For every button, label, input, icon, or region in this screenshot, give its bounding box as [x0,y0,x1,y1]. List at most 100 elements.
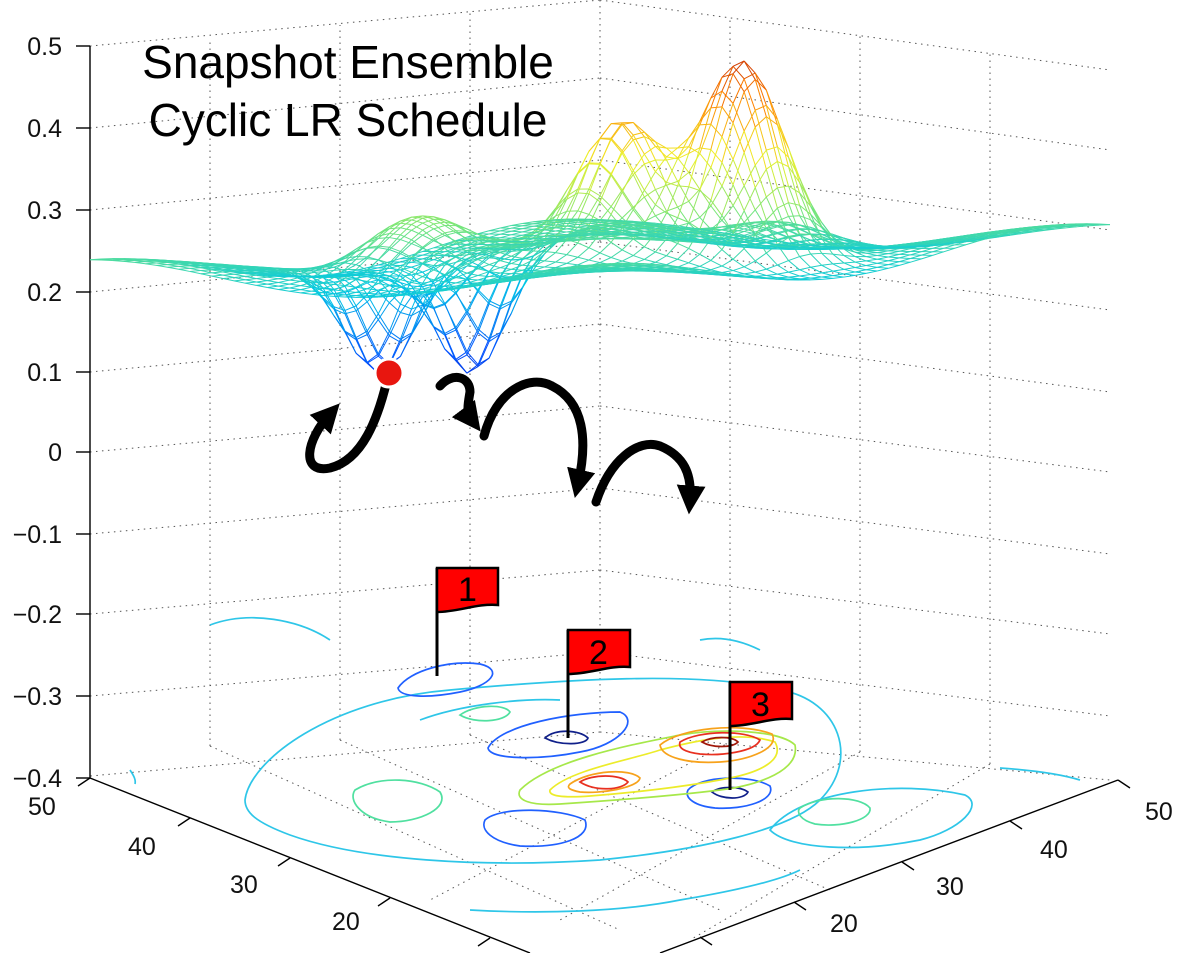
mesh-segment [588,230,601,234]
mesh-segment [1043,225,1055,229]
mesh-segment [466,278,479,281]
mesh-segment [721,205,734,221]
mesh-segment [854,251,867,254]
axes [89,46,1119,953]
mesh-segment [721,270,734,273]
mesh-segment [788,269,800,273]
mesh-segment [256,267,268,270]
mesh-segment [721,273,734,277]
mesh-segment [710,273,723,276]
mesh-segment [278,281,290,285]
mesh-segment [400,303,412,310]
mesh-segment [666,181,678,187]
mesh-segment [810,244,822,247]
mesh-segment [1021,231,1033,235]
mesh-segment [621,134,634,152]
mesh-segment [511,231,523,236]
mesh-segment [788,233,800,239]
mesh-segment [710,185,723,207]
mesh-segment [222,274,235,278]
mesh-segment [367,274,379,278]
mesh-segment [666,269,678,272]
mesh-segment [289,290,301,294]
mesh-segment [245,282,257,286]
mesh-segment [488,300,501,307]
mesh-segment [788,256,800,262]
mesh-segment [655,141,667,149]
mesh-segment [411,271,423,278]
mesh-segment [388,253,401,267]
mesh-segment [688,247,701,255]
mesh-segment [666,180,678,186]
mesh-segment [987,234,1000,239]
mesh-segment [466,239,479,241]
mesh-segment [200,269,212,272]
mesh-segment [1054,225,1066,229]
mesh-segment [622,227,634,231]
mesh-segment [466,284,479,287]
mesh-segment [621,206,634,219]
mesh-segment [234,273,246,277]
mesh-segment [743,187,756,212]
mesh-segment [921,251,933,256]
mesh-segment [610,173,623,191]
mesh-segment [411,258,423,264]
mesh-segment [710,90,723,99]
mesh-segment [555,227,567,230]
mesh-segment [377,233,390,247]
mesh-segment [566,262,578,266]
mesh-segment [721,232,734,250]
contour-line [678,731,762,756]
mesh-segment [1043,228,1055,232]
mesh-segment [799,245,811,248]
mesh-segment [278,279,290,283]
mesh-segment [522,228,534,233]
mesh-segment [721,185,734,206]
mesh-segment [510,258,523,279]
mesh-segment [976,232,989,236]
mesh-segment [721,258,734,267]
z-tick-label: 0.5 [27,33,62,61]
mesh-segment [732,210,745,233]
mesh-segment [699,97,712,122]
mesh-segment [533,249,545,266]
mesh-segment [366,353,379,363]
mesh-segment [744,276,756,279]
mesh-segment [455,286,468,289]
mesh-segment [599,226,612,230]
mesh-segment [455,278,468,284]
mesh-segment [300,290,312,294]
mesh-segment [366,259,379,272]
mesh-segment [245,275,257,280]
mesh-segment [588,162,601,164]
mesh-segment [677,153,690,187]
mesh-segment [455,360,468,374]
mesh-segment [388,251,401,264]
mesh-segment [965,239,978,243]
mesh-segment [555,199,568,223]
mesh-segment [433,223,446,234]
mesh-segment [643,189,656,206]
z-tick-label: 0.3 [27,197,62,225]
mesh-segment [1043,224,1055,227]
mesh-segment [677,233,689,236]
surface-mesh [89,60,1111,374]
mesh-segment [987,236,1000,240]
contour-line [686,777,772,810]
mesh-segment [389,271,401,277]
contour-line [543,730,589,745]
mesh-segment [644,228,656,232]
mesh-segment [355,352,368,363]
mesh-segment [344,331,357,354]
mesh-segment [699,270,711,274]
mesh-segment [488,230,501,235]
mesh-segment [433,221,445,225]
mesh-segment [400,282,412,287]
mesh-segment [256,278,268,282]
contour-line [419,698,561,721]
mesh-segment [699,230,711,234]
mesh-segment [577,242,590,249]
mesh-segment [744,275,756,278]
mesh-segment [389,286,401,292]
mesh-segment [821,245,833,248]
